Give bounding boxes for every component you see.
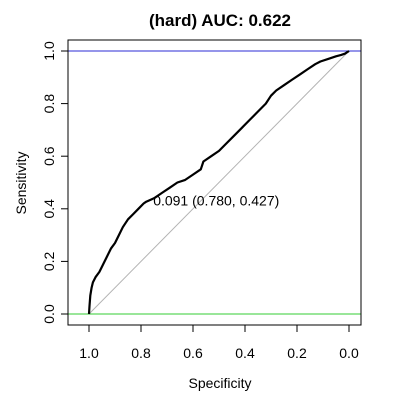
y-tick-label: 1.0 [41,41,57,61]
y-axis-label: Sensitivity [13,151,29,214]
roc-curve-line [87,50,350,315]
x-tick-label: 0.0 [339,345,359,361]
x-tick-label: 1.0 [79,345,99,361]
y-tick-label: 0.8 [41,94,57,114]
y-tick-label: 0.4 [41,199,57,219]
chart-title: (hard) AUC: 0.622 [149,11,291,30]
y-tick-label: 0.0 [41,304,57,324]
x-tick-label: 0.6 [183,345,203,361]
y-tick-label: 0.6 [41,146,57,166]
x-axis: 1.0 0.8 0.6 0.4 0.2 0.0 [79,324,359,361]
x-tick-label: 0.8 [131,345,151,361]
threshold-annotation: 0.091 (0.780, 0.427) [153,193,279,209]
x-axis-label: Specificity [188,375,251,391]
y-axis: 0.0 0.2 0.4 0.6 0.8 1.0 [41,41,69,324]
x-tick-label: 0.2 [287,345,307,361]
x-tick-label: 0.4 [235,345,255,361]
chance-diagonal-line [88,50,350,315]
y-tick-label: 0.2 [41,251,57,271]
